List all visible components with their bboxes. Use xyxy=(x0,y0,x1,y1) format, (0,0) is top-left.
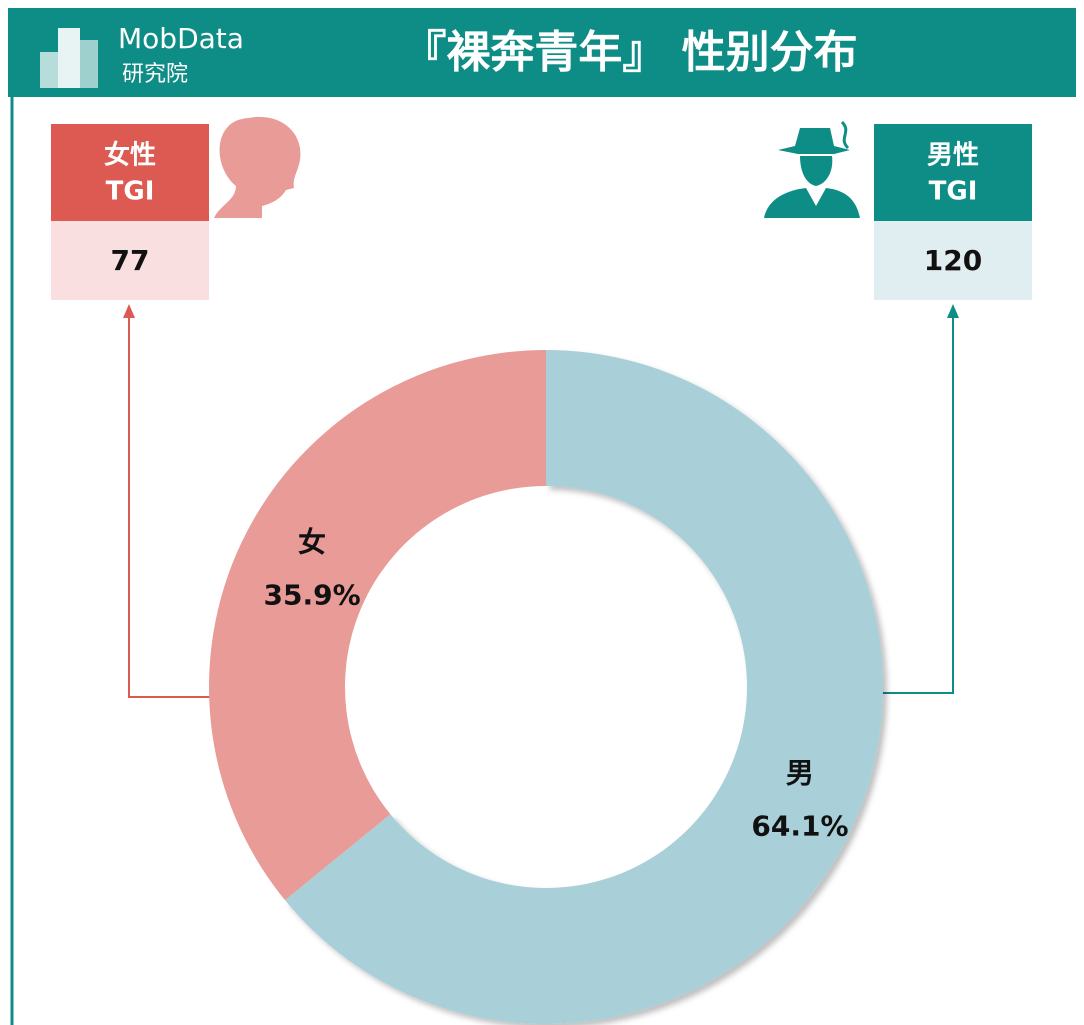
slice-category: 男 xyxy=(786,757,814,790)
logo-icon xyxy=(40,28,98,88)
female-icon xyxy=(214,116,301,218)
slice-label: 64.1% xyxy=(751,810,848,843)
female-connector xyxy=(128,312,210,698)
male-arrow xyxy=(947,304,959,318)
tgi-label: TGI xyxy=(929,177,978,207)
logo-text: MobData xyxy=(118,22,244,55)
tgi-header xyxy=(874,124,1032,221)
tgi-value: 77 xyxy=(111,244,150,277)
tgi-value: 120 xyxy=(924,244,982,277)
slice-label: 35.9% xyxy=(263,578,360,611)
donut-slice xyxy=(208,350,546,901)
male-icon xyxy=(764,120,860,218)
tgi-value-box xyxy=(874,221,1032,300)
header-bar xyxy=(8,8,1076,97)
tgi-header xyxy=(51,124,209,221)
logo-subtext: 研究院 xyxy=(122,62,188,87)
female-arrow xyxy=(123,304,135,318)
title: 『裸奔青年』 性别分布 xyxy=(402,27,857,78)
donut-slice xyxy=(284,350,884,1024)
slice-category: 女 xyxy=(298,525,326,558)
tgi-label: TGI xyxy=(106,177,155,207)
tgi-name: 男性 xyxy=(927,141,979,171)
tgi-value-box xyxy=(51,221,209,300)
tgi-name: 女性 xyxy=(104,140,156,171)
male-connector xyxy=(882,312,954,694)
